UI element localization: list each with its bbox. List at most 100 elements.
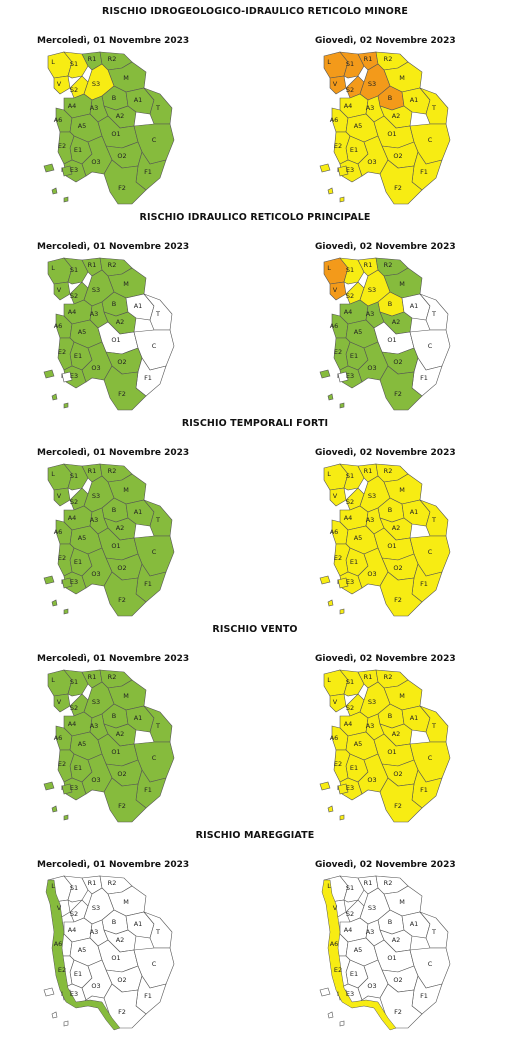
zone-label-e1: E1	[74, 352, 82, 360]
zone-e2	[57, 543, 75, 577]
zone-f2	[103, 777, 147, 823]
zone-label-a1: A1	[410, 714, 419, 722]
zone-label-m: M	[123, 74, 129, 82]
zone-label-a3: A3	[366, 928, 375, 936]
tuscany-risk-map-day1: L V S1 S2 S3 R1 R2 M B A4 A3 A2 A1 A5 A6 T E1 E2 E3 O1 O2 O3 C…	[42, 666, 192, 831]
zone-label-s1: S1	[70, 60, 78, 68]
zone-i	[337, 165, 349, 177]
zone-label-e1: E1	[350, 970, 358, 978]
zone-label-f2: F2	[118, 1008, 126, 1016]
zone-label-a3: A3	[90, 310, 99, 318]
zone-label-c: C	[152, 754, 157, 762]
zone-label-s3: S3	[368, 698, 376, 706]
tuscany-map-svg: L V S1 S2 S3 R1 R2 M B A4 A3 A2 A1 A5 A6 T E1 E2 E3 O1 O2 O3 C…	[319, 257, 451, 411]
zone-v	[53, 487, 71, 507]
island-1	[319, 987, 331, 997]
zone-label-t: T	[431, 310, 436, 318]
zone-label-v: V	[57, 698, 62, 706]
zone-label-i: I	[61, 166, 63, 174]
zone-label-a1: A1	[134, 302, 143, 310]
zone-label-a4: A4	[68, 102, 77, 110]
zone-label-m: M	[399, 486, 405, 494]
zone-label-a4: A4	[68, 720, 77, 728]
tuscany-risk-map-day2: L V S1 S2 S3 R1 R2 M B A4 A3 A2 A1 A5 A6 T E1 E2 E3 O1 O2 O3 C…	[318, 48, 468, 213]
date-label-day1: Mercoledì, 01 Novembre 2023	[37, 448, 190, 458]
island-3	[339, 608, 345, 615]
zone-label-a2: A2	[116, 112, 125, 120]
zone-label-m: M	[123, 692, 129, 700]
zone-label-a1: A1	[134, 96, 143, 104]
zone-label-e3: E3	[346, 578, 354, 586]
zone-label-o1: O1	[387, 336, 396, 344]
zone-f2	[379, 777, 423, 823]
zone-label-o2: O2	[393, 358, 402, 366]
zone-label-c: C	[152, 342, 157, 350]
zone-label-a2: A2	[392, 936, 401, 944]
zone-i	[337, 783, 349, 795]
zone-label-l: L	[327, 882, 331, 890]
zone-label-a1: A1	[134, 714, 143, 722]
zone-label-a2: A2	[116, 524, 125, 532]
zone-label-e2: E2	[334, 348, 342, 356]
zone-i	[337, 577, 349, 589]
zone-e2	[333, 749, 351, 783]
zone-label-l: L	[51, 882, 55, 890]
zone-label-o3: O3	[91, 776, 100, 784]
island-1	[43, 369, 55, 379]
zone-f2	[103, 571, 147, 617]
zone-label-a6: A6	[330, 940, 339, 948]
zone-label-a6: A6	[330, 734, 339, 742]
zone-i	[61, 783, 73, 795]
zone-label-t: T	[155, 928, 160, 936]
zone-label-o2: O2	[393, 770, 402, 778]
zone-label-s3: S3	[92, 698, 100, 706]
zone-label-f2: F2	[118, 802, 126, 810]
zone-label-s2: S2	[346, 704, 354, 712]
zone-label-r1: R1	[88, 879, 97, 887]
zone-label-f2: F2	[394, 802, 402, 810]
zone-label-o3: O3	[367, 158, 376, 166]
zone-label-f1: F1	[144, 786, 152, 794]
zone-label-i: I	[61, 784, 63, 792]
zone-label-f2: F2	[394, 390, 402, 398]
section-title: RISCHIO MAREGGIATE	[195, 830, 315, 841]
island-2	[51, 1011, 58, 1019]
zone-label-i: I	[337, 372, 339, 380]
zone-label-l: L	[327, 58, 331, 66]
zone-label-o3: O3	[367, 982, 376, 990]
zone-label-o1: O1	[111, 748, 120, 756]
zone-label-a3: A3	[366, 722, 375, 730]
tuscany-map-svg: L V S1 S2 S3 R1 R2 M B A4 A3 A2 A1 A5 A6 T E1 E2 E3 O1 O2 O3 C…	[43, 257, 175, 411]
zone-label-r1: R1	[364, 467, 373, 475]
zone-label-b: B	[112, 918, 116, 926]
date-label-day2: Giovedì, 02 Novembre 2023	[315, 654, 456, 664]
island-2	[327, 187, 334, 195]
zone-label-a4: A4	[344, 308, 353, 316]
zone-label-e3: E3	[346, 784, 354, 792]
zone-label-o2: O2	[393, 564, 402, 572]
zone-label-v: V	[57, 904, 62, 912]
zone-label-e2: E2	[58, 966, 66, 974]
zone-label-i: I	[337, 578, 339, 586]
date-label-day2: Giovedì, 02 Novembre 2023	[315, 36, 456, 46]
zone-label-e1: E1	[74, 764, 82, 772]
zone-label-a4: A4	[344, 926, 353, 934]
zone-label-m: M	[399, 692, 405, 700]
zone-label-v: V	[333, 698, 338, 706]
island-2	[51, 187, 58, 195]
zone-label-a1: A1	[410, 508, 419, 516]
zone-label-o1: O1	[111, 954, 120, 962]
zone-label-a6: A6	[330, 322, 339, 330]
tuscany-risk-map-day1: L V S1 S2 S3 R1 R2 M B A4 A3 A2 A1 A5 A6 T E1 E2 E3 O1 O2 O3 C…	[42, 48, 192, 213]
zone-label-t: T	[155, 104, 160, 112]
zone-label-c: C	[428, 754, 433, 762]
zone-label-o1: O1	[387, 748, 396, 756]
zone-label-i: I	[337, 990, 339, 998]
zone-label-r2: R2	[108, 467, 117, 475]
zone-label-s3: S3	[368, 80, 376, 88]
zone-v	[329, 75, 347, 95]
island-2	[51, 805, 58, 813]
zone-label-e3: E3	[346, 166, 354, 174]
date-label-day2: Giovedì, 02 Novembre 2023	[315, 242, 456, 252]
zone-label-f2: F2	[394, 184, 402, 192]
